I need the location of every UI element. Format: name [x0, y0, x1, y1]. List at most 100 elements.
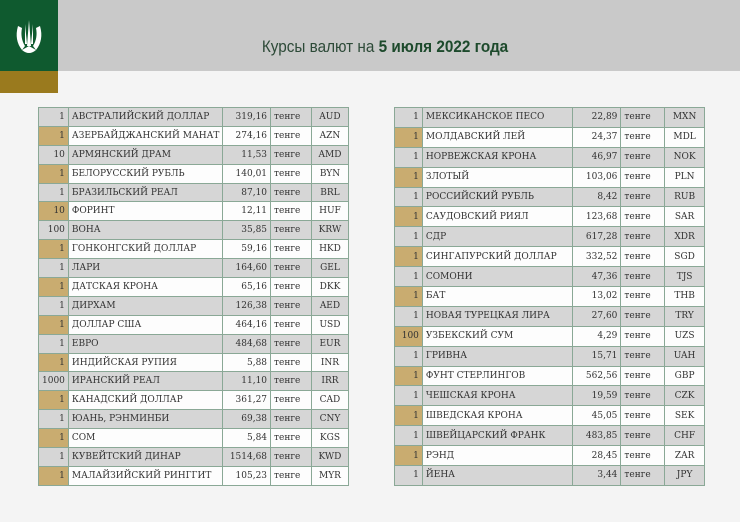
table-row: 10 ФОРИНТ 12,11 тенге HUF	[38, 201, 350, 222]
currency-name: НОРВЕЖСКАЯ КРОНА	[421, 146, 573, 168]
nominal: 1	[394, 186, 423, 208]
currency-name: ЕВРО	[67, 333, 224, 354]
page-title: Курсы валют на 5 июля 2022 года	[39, 37, 732, 57]
unit: тенге	[270, 277, 312, 297]
rate: 27,60	[571, 305, 622, 327]
unit: тенге	[620, 405, 666, 427]
unit: тенге	[620, 107, 666, 128]
currency-code: KWD	[310, 447, 350, 467]
title-prefix: Курсы валют на	[261, 37, 379, 56]
currency-name: НОВАЯ ТУРЕЦКАЯ ЛИРА	[421, 305, 573, 327]
currency-code: AMD	[310, 144, 350, 165]
currency-name: РЭНД	[421, 445, 573, 467]
currency-name: ИРАНСКИЙ РЕАЛ	[67, 371, 224, 392]
currency-name: ЮАНЬ, РЭНМИНБИ	[67, 409, 224, 430]
nominal: 1	[38, 295, 69, 316]
nominal: 1	[394, 107, 423, 128]
currency-code: HKD	[310, 239, 350, 260]
currency-code: AZN	[310, 125, 350, 146]
nominal: 1	[38, 314, 69, 335]
rate: 484,68	[222, 333, 272, 354]
nominal: 1000	[38, 371, 69, 392]
currency-code: HUF	[310, 201, 350, 222]
currency-code: USD	[310, 314, 350, 335]
currency-code: INR	[310, 352, 350, 373]
unit: тенге	[620, 226, 666, 248]
unit: тенге	[620, 146, 666, 168]
nominal: 1	[394, 266, 423, 288]
table-row: 1 БЕЛОРУССКИЙ РУБЛЬ 140,01 тенге BYN	[38, 163, 350, 184]
currency-name: КУВЕЙТСКИЙ ДИНАР	[67, 447, 224, 467]
nominal: 1	[38, 182, 69, 203]
rate: 274,16	[222, 125, 272, 146]
currency-name: МОЛДАВСКИЙ ЛЕЙ	[421, 126, 573, 148]
rate: 15,71	[571, 345, 622, 367]
table-row: 1 ГОНКОНГСКИЙ ДОЛЛАР 59,16 тенге HKD	[38, 239, 350, 260]
nominal: 1	[38, 163, 69, 184]
currency-name: МЕКСИКАНСКОЕ ПЕСО	[421, 107, 573, 128]
rate: 5,88	[222, 352, 272, 373]
currency-code: SAR	[664, 206, 705, 228]
rate: 4,29	[571, 325, 622, 347]
currency-name: АВСТРАЛИЙСКИЙ ДОЛЛАР	[67, 107, 224, 127]
currency-name: ДИРХАМ	[67, 295, 224, 316]
nominal: 100	[394, 325, 423, 347]
currency-name: СИНГАПУРСКИЙ ДОЛЛАР	[421, 246, 573, 268]
currency-code: UAH	[664, 345, 705, 367]
currency-name: ШВЕЙЦАРСКИЙ ФРАНК	[421, 425, 573, 447]
currency-code: IRR	[310, 371, 350, 392]
table-row: 1 ФУНТ СТЕРЛИНГОВ 562,56 тенге GBP	[394, 365, 705, 387]
nominal: 100	[38, 220, 69, 241]
nominal: 1	[38, 409, 69, 430]
rate: 319,16	[222, 107, 272, 127]
nominal: 1	[394, 305, 423, 327]
currency-code: MDL	[664, 126, 705, 148]
currency-code: RUB	[664, 186, 705, 208]
currency-name: МАЛАЙЗИЙСКИЙ РИНГГИТ	[67, 465, 224, 486]
unit: тенге	[270, 239, 312, 260]
currency-code: GBP	[664, 365, 705, 387]
currency-name: БЕЛОРУССКИЙ РУБЛЬ	[67, 163, 224, 184]
rate: 65,16	[222, 277, 272, 297]
nominal: 1	[38, 107, 69, 127]
nominal: 1	[394, 146, 423, 168]
currency-code: CNY	[310, 409, 350, 430]
table-row: 1 ЕВРО 484,68 тенге EUR	[38, 333, 350, 354]
nominal: 1	[394, 226, 423, 248]
table-row: 1 ДИРХАМ 126,38 тенге AED	[38, 295, 350, 316]
unit: тенге	[270, 107, 312, 127]
unit: тенге	[270, 428, 312, 449]
unit: тенге	[620, 345, 666, 367]
nominal: 1	[38, 447, 69, 467]
rate: 103,06	[571, 166, 622, 188]
unit: тенге	[620, 186, 666, 208]
table-row: 100 ВОНА 35,85 тенге KRW	[38, 220, 350, 241]
header-band	[0, 0, 740, 71]
rate: 22,89	[571, 107, 622, 128]
currency-code: KGS	[310, 428, 350, 449]
currency-name: СДР	[421, 226, 573, 248]
nominal: 1	[394, 425, 423, 447]
unit: тенге	[270, 371, 312, 392]
table-row: 1 ИНДИЙСКАЯ РУПИЯ 5,88 тенге INR	[38, 352, 350, 373]
currency-code: TRY	[664, 305, 705, 327]
nominal: 1	[394, 286, 423, 307]
currency-name: РОССИЙСКИЙ РУБЛЬ	[421, 186, 573, 208]
currency-name: БАТ	[421, 286, 573, 307]
rate: 617,28	[571, 226, 622, 248]
rate: 361,27	[222, 390, 272, 411]
unit: тенге	[270, 201, 312, 222]
table-row: 1 ШВЕДСКАЯ КРОНА 45,05 тенге SEK	[394, 405, 705, 427]
currency-name: КАНАДСКИЙ ДОЛЛАР	[67, 390, 224, 411]
nominal: 1	[394, 445, 423, 467]
currency-code: ZAR	[664, 445, 705, 467]
nominal: 1	[394, 126, 423, 148]
nominal: 1	[38, 465, 69, 486]
currency-code: CHF	[664, 425, 705, 447]
currency-name: ДОЛЛАР США	[67, 314, 224, 335]
currency-code: JPY	[664, 465, 705, 486]
table-row: 1 ЧЕШСКАЯ КРОНА 19,59 тенге CZK	[394, 385, 705, 407]
table-row: 1 МОЛДАВСКИЙ ЛЕЙ 24,37 тенге MDL	[394, 126, 705, 148]
unit: тенге	[270, 409, 312, 430]
unit: тенге	[270, 352, 312, 373]
